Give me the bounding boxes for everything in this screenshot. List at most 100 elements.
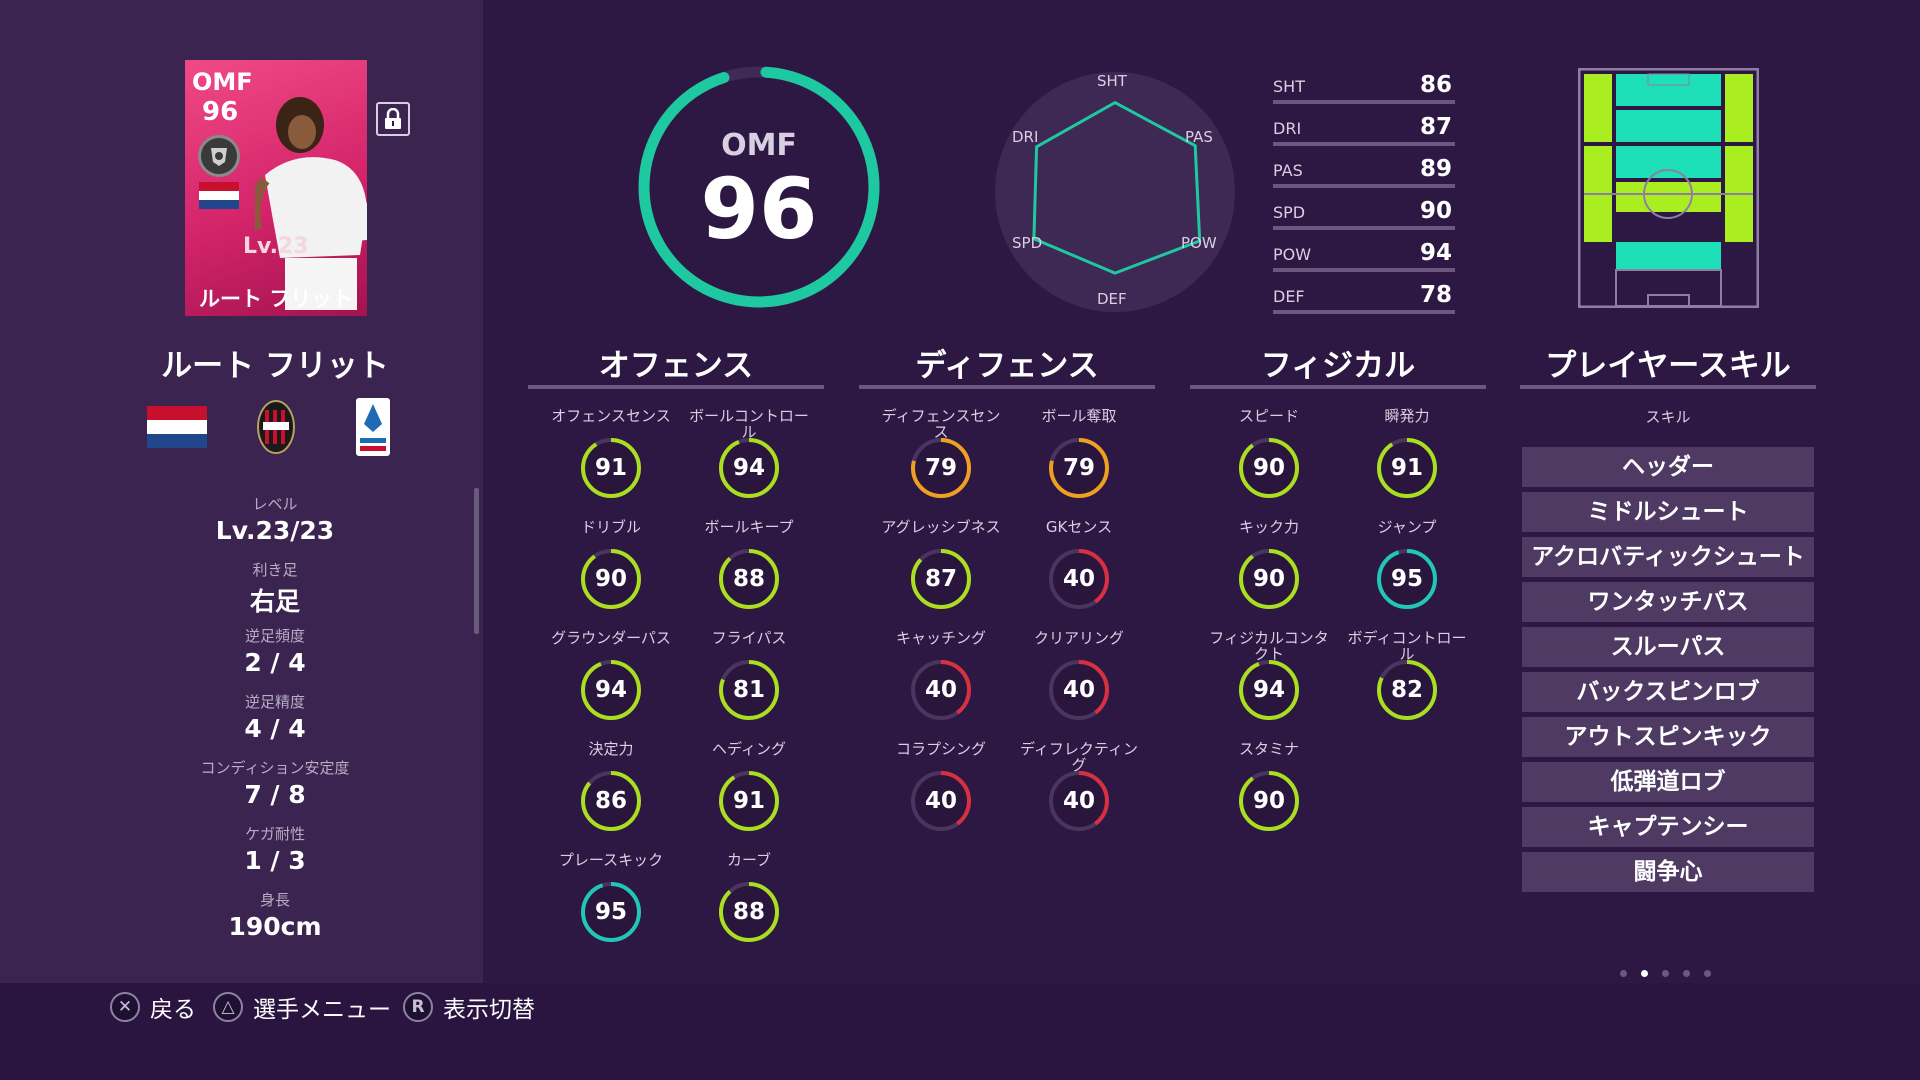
skill-item[interactable]: ヘッダー (1522, 447, 1814, 487)
stat-physical: ジャンプ 95 (1342, 519, 1472, 611)
summary-stat-value: 94 (1419, 240, 1452, 266)
triangle-button-icon: △ (213, 992, 243, 1022)
player-info-item: コンディション安定度 7 / 8 (0, 757, 550, 809)
page-dot[interactable] (1620, 970, 1627, 977)
stat-gauge: 81 (717, 658, 781, 722)
stat-physical: フィジカルコンタクト 94 (1204, 630, 1334, 722)
stat-label: キャッチング (895, 629, 986, 647)
back-hint[interactable]: ✕ 戻る (110, 990, 196, 1024)
team-badge-icon (198, 135, 240, 177)
stat-value: 95 (1390, 566, 1423, 592)
stat-gauge: 94 (717, 436, 781, 500)
skill-item[interactable]: キャプテンシー (1522, 807, 1814, 847)
stat-offense: ボールキープ 88 (684, 519, 814, 611)
stat-label: クリアリング (1033, 629, 1124, 647)
stat-value: 91 (1390, 455, 1423, 481)
stat-defense: ディフェンスセンス 79 (876, 408, 1006, 500)
player-info-label: コンディション安定度 (200, 759, 350, 777)
player-card[interactable]: OMF 96 Lv.23 ルート フリット (185, 60, 367, 316)
skill-item[interactable]: バックスピンロブ (1522, 672, 1814, 712)
stat-label: フライパス (711, 629, 787, 647)
stat-value: 95 (594, 899, 627, 925)
page-dot[interactable] (1662, 970, 1669, 977)
stat-label: GKセンス (1045, 518, 1113, 536)
stat-gauge: 40 (909, 769, 973, 833)
player-info-item: 逆足頻度 2 / 4 (0, 625, 550, 677)
player-info-value: 4 / 4 (244, 714, 306, 743)
player-info-value: Lv.23/23 (215, 516, 335, 545)
stat-physical: 瞬発力 91 (1342, 408, 1472, 500)
stat-value: 40 (924, 788, 957, 814)
stat-label: ボールキープ (704, 518, 794, 536)
overall-rating: 96 (700, 160, 818, 258)
stat-label: ヘディング (712, 740, 786, 758)
stat-offense: オフェンスセンス 91 (546, 408, 676, 500)
section-divider (859, 385, 1155, 389)
stat-physical: ボディコントロール 82 (1342, 630, 1472, 722)
page-dot[interactable] (1641, 970, 1648, 977)
toggle-view-hint[interactable]: R 表示切替 (403, 990, 535, 1024)
stat-label: ドリブル (580, 518, 641, 536)
skill-item[interactable]: 闘争心 (1522, 852, 1814, 892)
info-scrollbar[interactable] (474, 488, 479, 634)
stat-value: 40 (1062, 566, 1095, 592)
player-info-value: 右足 (249, 587, 300, 616)
stat-gauge: 90 (1237, 547, 1301, 611)
stat-defense: キャッチング 40 (876, 630, 1006, 722)
stat-label: コラプシング (895, 740, 986, 758)
league-badge-icon (356, 398, 390, 456)
stat-label: ボールコントロール (689, 407, 809, 441)
cross-button-icon: ✕ (110, 992, 140, 1022)
section-divider (1190, 385, 1486, 389)
section-title-physical: フィジカル (1260, 348, 1416, 384)
summary-stat-label: DEF (1273, 287, 1305, 306)
player-info-item: 利き足 右足 (0, 559, 550, 618)
stat-gauge: 86 (579, 769, 643, 833)
player-info-label: レベル (252, 495, 298, 513)
stat-value: 40 (1062, 788, 1095, 814)
page-dot[interactable] (1704, 970, 1711, 977)
stat-label: スピード (1238, 407, 1299, 425)
stat-value: 90 (594, 566, 627, 592)
stat-offense: グラウンダーパス 94 (546, 630, 676, 722)
summary-stat-label: POW (1273, 245, 1312, 264)
player-menu-label: 選手メニュー (253, 997, 391, 1023)
page-dot[interactable] (1683, 970, 1690, 977)
summary-stat-def: DEF 78 (1273, 274, 1455, 314)
lock-button[interactable] (376, 102, 410, 136)
player-info-label: 利き足 (252, 561, 298, 579)
radar-label-pow: POW (1181, 234, 1217, 252)
stat-value: 90 (1252, 455, 1285, 481)
stat-offense: フライパス 81 (684, 630, 814, 722)
stat-offense: ボールコントロール 94 (684, 408, 814, 500)
stat-gauge: 91 (1375, 436, 1439, 500)
stat-gauge: 88 (717, 547, 781, 611)
stat-defense: コラプシング 40 (876, 741, 1006, 833)
stat-gauge: 91 (717, 769, 781, 833)
stat-label: キック力 (1238, 518, 1299, 536)
section-title-skills: プレイヤースキル (1545, 348, 1791, 384)
summary-stat-value: 78 (1419, 282, 1452, 308)
stat-gauge: 90 (579, 547, 643, 611)
section-divider (528, 385, 824, 389)
stat-value: 79 (924, 455, 957, 481)
stat-physical: スピード 90 (1204, 408, 1334, 500)
stat-offense: ドリブル 90 (546, 519, 676, 611)
player-photo (255, 97, 367, 310)
lock-icon (385, 108, 401, 129)
radar-label-spd: SPD (1012, 234, 1043, 252)
skill-item[interactable]: ワンタッチパス (1522, 582, 1814, 622)
stat-label: グラウンダーパス (551, 629, 671, 647)
stat-defense: アグレッシブネス 87 (876, 519, 1006, 611)
skill-item[interactable]: アウトスピンキック (1522, 717, 1814, 757)
skill-item[interactable]: アクロバティックシュート (1522, 537, 1814, 577)
player-menu-hint[interactable]: △ 選手メニュー (213, 990, 391, 1024)
stat-value: 82 (1390, 677, 1423, 703)
card-player-name: ルート フリット (199, 287, 354, 311)
skill-item[interactable]: ミドルシュート (1522, 492, 1814, 532)
stat-gauge: 40 (1047, 658, 1111, 722)
skill-item[interactable]: スルーパス (1522, 627, 1814, 667)
stat-label: カーブ (726, 851, 772, 869)
skill-item[interactable]: 低弾道ロブ (1522, 762, 1814, 802)
stat-gauge: 90 (1237, 769, 1301, 833)
